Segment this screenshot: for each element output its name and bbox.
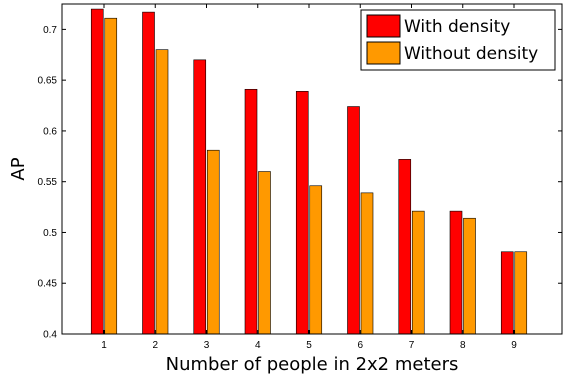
y-tick-label: 0.6 <box>43 126 57 137</box>
bar-without-density-8 <box>463 217 476 335</box>
bar-without-density-6 <box>360 192 374 335</box>
y-tick-label: 0.45 <box>38 279 58 290</box>
x-tick-label: 6 <box>357 340 363 351</box>
legend-swatch-with-density <box>366 14 401 38</box>
bar-with-density-6 <box>347 106 360 335</box>
bar-with-density-8 <box>449 210 463 335</box>
legend-label-with-density: With density <box>404 17 510 37</box>
bar-with-density-1 <box>90 8 104 335</box>
y-axis-title: AP <box>8 157 29 180</box>
y-tick-label: 0.5 <box>43 228 57 239</box>
legend-label-without-density: Without density <box>404 44 538 64</box>
bar-without-density-9 <box>514 251 528 335</box>
ticks: 0.4 0.45 0.5 0.55 0.6 0.65 0.7 1 2 3 4 5 6 7 8 9 <box>38 4 562 351</box>
y-tick-label: 0.65 <box>38 76 58 87</box>
legend-swatch-without-density <box>366 41 401 65</box>
bar-without-density-2 <box>155 49 169 335</box>
bar-without-density-3 <box>206 149 220 335</box>
y-tick-label: 0.55 <box>38 177 58 188</box>
x-tick-label: 2 <box>152 340 158 351</box>
bars <box>90 8 528 335</box>
x-tick-label: 8 <box>460 340 466 351</box>
y-tick-label: 0.7 <box>43 25 57 36</box>
bar-without-density-1 <box>104 17 118 335</box>
bar-with-density-4 <box>244 88 258 335</box>
bar-with-density-9 <box>500 251 514 335</box>
plot-frame <box>61 3 563 335</box>
x-tick-label: 7 <box>409 340 415 351</box>
bar-without-density-5 <box>309 185 323 335</box>
bar-with-density-5 <box>295 91 309 335</box>
axes <box>61 3 563 335</box>
legend: With density Without density <box>360 9 556 71</box>
y-tick-label: 0.4 <box>43 330 57 341</box>
x-tick-label: 4 <box>255 340 261 351</box>
x-axis-title: Number of people in 2x2 meters <box>166 354 459 375</box>
x-tick-label: 5 <box>306 340 312 351</box>
x-tick-label: 9 <box>511 340 517 351</box>
bar-with-density-3 <box>193 59 207 335</box>
bar-without-density-7 <box>411 210 425 335</box>
bar-with-density-7 <box>398 159 412 335</box>
bar-without-density-4 <box>258 171 271 335</box>
x-tick-label: 1 <box>101 340 107 351</box>
bar-with-density-2 <box>142 11 155 335</box>
x-tick-label: 3 <box>204 340 210 351</box>
